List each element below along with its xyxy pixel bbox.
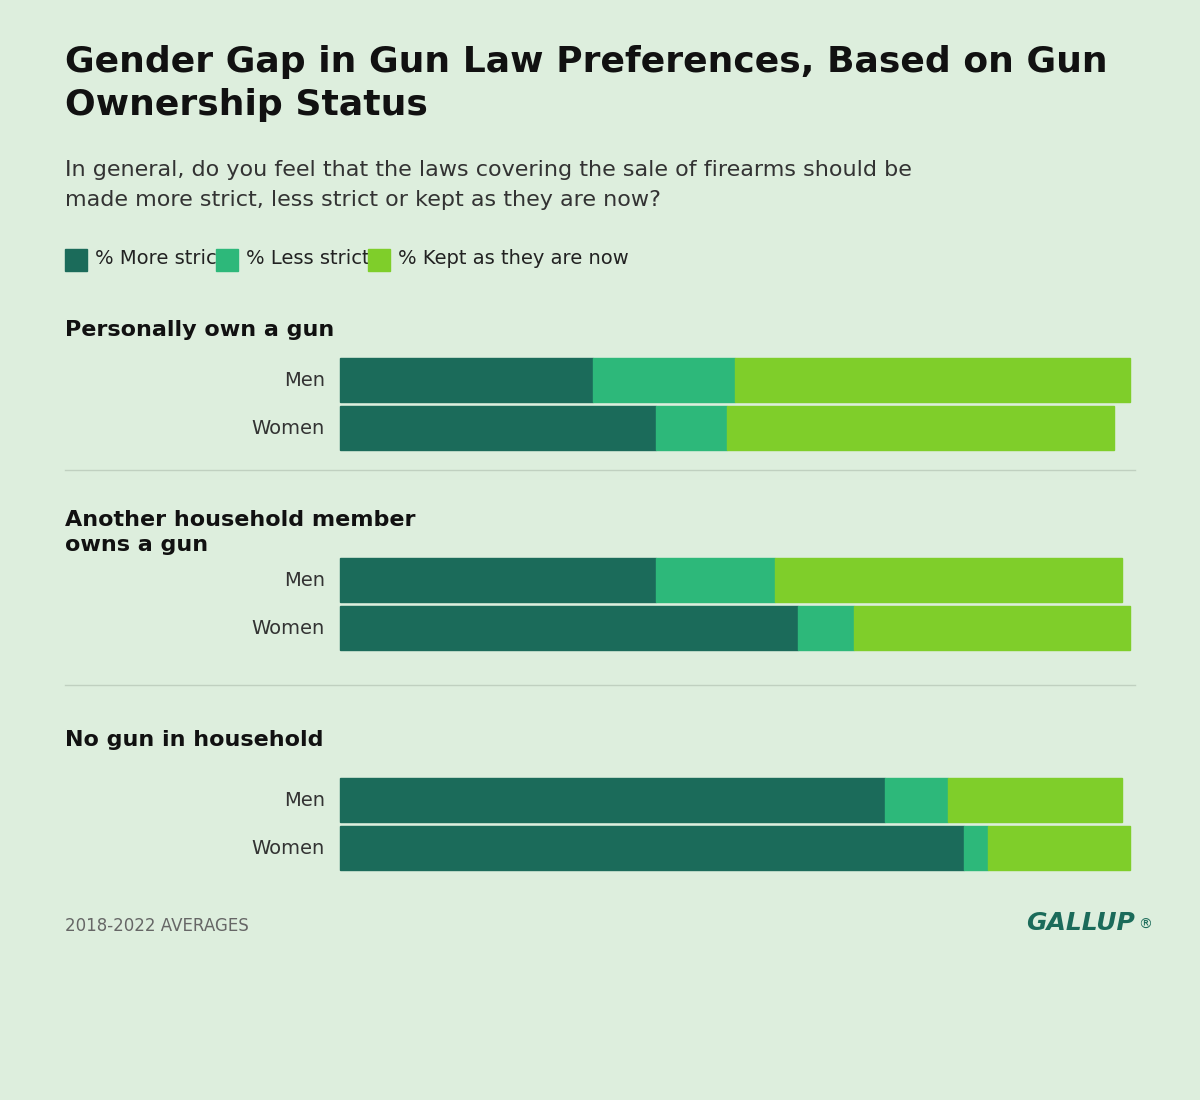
Text: 2018-2022 AVERAGES: 2018-2022 AVERAGES (65, 917, 248, 935)
Text: % Kept as they are now: % Kept as they are now (397, 250, 629, 268)
Text: Men: Men (284, 371, 325, 389)
Bar (853, 606, 1130, 650)
Text: 7: 7 (808, 618, 821, 638)
Text: Women: Women (252, 618, 325, 638)
Text: Gender Gap in Gun Law Preferences, Based on Gun
Ownership Status: Gender Gap in Gun Law Preferences, Based… (65, 45, 1108, 122)
Text: 35: 35 (863, 618, 889, 638)
Text: 15: 15 (665, 571, 692, 590)
Bar (988, 826, 1130, 870)
Bar (656, 558, 774, 602)
Bar (774, 558, 1122, 602)
Text: In general, do you feel that the laws covering the sale of firearms should be
ma: In general, do you feel that the laws co… (65, 160, 912, 210)
Text: 40: 40 (349, 571, 376, 590)
Text: ®: ® (1138, 918, 1152, 932)
Bar (656, 406, 727, 450)
Bar (593, 358, 734, 402)
Text: 50: 50 (744, 371, 772, 389)
Text: 32: 32 (349, 371, 376, 389)
Text: 22: 22 (958, 791, 984, 810)
Text: Men: Men (284, 571, 325, 590)
Text: GALLUP: GALLUP (1026, 911, 1135, 935)
Bar (340, 606, 798, 650)
Text: 18: 18 (997, 838, 1024, 858)
Text: 79: 79 (349, 838, 376, 858)
Text: 18: 18 (601, 371, 629, 389)
Bar (340, 826, 964, 870)
Bar (65, 249, 88, 271)
Text: No gun in household: No gun in household (65, 730, 324, 750)
Bar (886, 778, 948, 822)
Text: 9: 9 (665, 418, 678, 438)
Text: Women: Women (252, 838, 325, 858)
Text: % Less strict: % Less strict (246, 250, 370, 268)
Bar (734, 358, 1130, 402)
Bar (340, 778, 886, 822)
Bar (727, 406, 1115, 450)
Bar (798, 606, 853, 650)
Text: Personally own a gun: Personally own a gun (65, 320, 335, 340)
Text: 40: 40 (349, 418, 376, 438)
Text: % More strict: % More strict (95, 250, 224, 268)
Text: 44: 44 (784, 571, 811, 590)
Bar (340, 558, 656, 602)
Bar (216, 249, 239, 271)
Bar (948, 778, 1122, 822)
Bar (340, 406, 656, 450)
Text: 49: 49 (736, 418, 763, 438)
Text: Men: Men (284, 791, 325, 810)
Text: 69: 69 (349, 791, 376, 810)
Bar (367, 249, 390, 271)
Text: Another household member
owns a gun: Another household member owns a gun (65, 510, 415, 554)
Bar (964, 826, 988, 870)
Bar (340, 358, 593, 402)
Text: 8: 8 (894, 791, 907, 810)
Text: 58: 58 (349, 618, 377, 638)
Text: Women: Women (252, 418, 325, 438)
